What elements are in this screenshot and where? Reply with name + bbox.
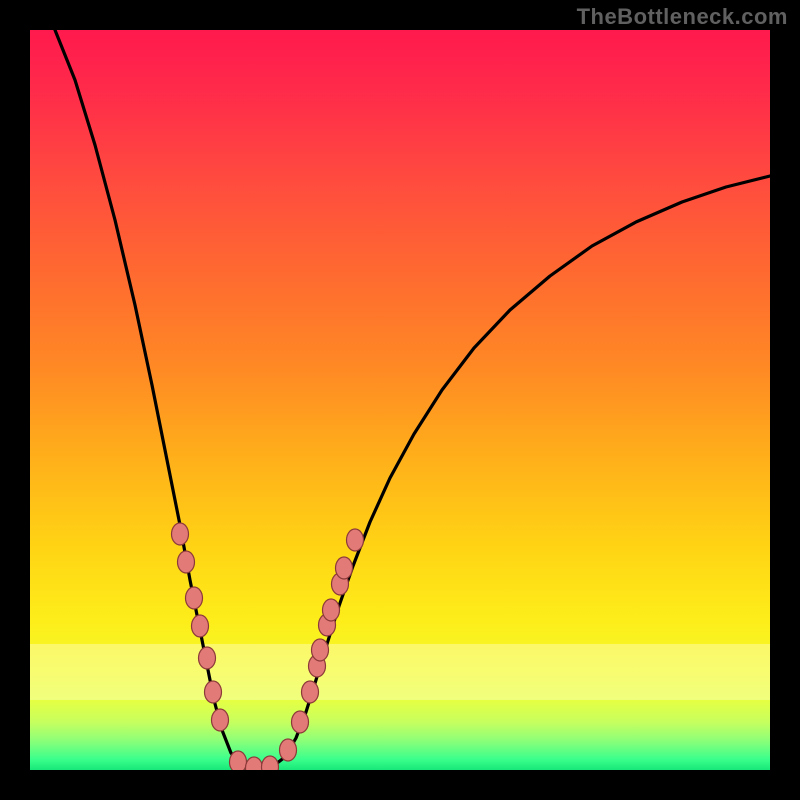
data-marker	[192, 615, 209, 637]
bottleneck-curve	[55, 30, 770, 769]
data-marker	[312, 639, 329, 661]
data-marker	[178, 551, 195, 573]
data-marker	[246, 757, 263, 779]
data-marker	[323, 599, 340, 621]
data-marker	[199, 647, 216, 669]
data-marker	[205, 681, 222, 703]
data-marker	[280, 739, 297, 761]
data-marker	[292, 711, 309, 733]
data-marker	[212, 709, 229, 731]
data-marker	[347, 529, 364, 551]
data-marker	[336, 557, 353, 579]
chart-overlay-svg	[0, 0, 800, 800]
data-marker	[302, 681, 319, 703]
data-marker	[262, 756, 279, 778]
data-marker	[172, 523, 189, 545]
data-marker	[230, 751, 247, 773]
data-marker	[186, 587, 203, 609]
